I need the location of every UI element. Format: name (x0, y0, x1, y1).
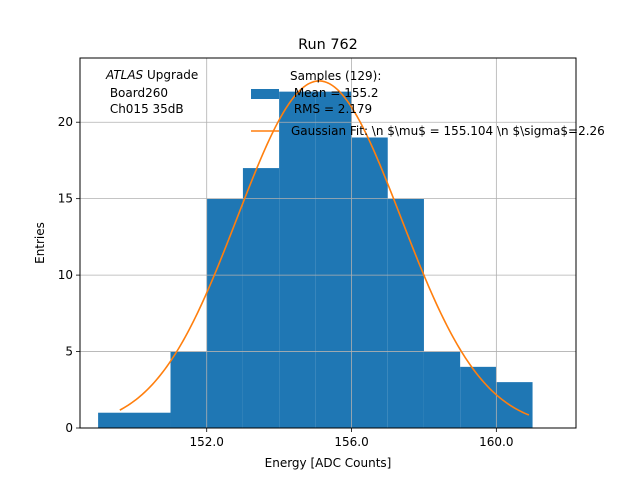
histogram-bar (206, 198, 243, 428)
y-tick-label: 10 (58, 268, 73, 282)
x-tick-label: 152.0 (190, 435, 224, 449)
x-axis-label: Energy [ADC Counts] (265, 456, 392, 470)
histogram-bar (315, 91, 352, 429)
histogram-bar (387, 198, 424, 428)
histogram-bar (279, 91, 316, 429)
histogram-bar (496, 382, 533, 428)
histogram-bar (242, 168, 280, 428)
x-tick-label: 160.0 (479, 435, 513, 449)
y-tick-label: 20 (58, 115, 73, 129)
histogram-bar (423, 351, 461, 428)
histogram-bar (170, 351, 207, 428)
atlas-annotation-line-1: ATLAS Upgrade (105, 68, 198, 82)
x-tick-label: 156.0 (334, 435, 368, 449)
upgrade-label: Upgrade (143, 68, 198, 82)
legend-samples-swatch (251, 89, 279, 99)
chart-title: Run 762 (298, 37, 358, 53)
legend-fit-label: Gaussian Fit: \n $\mu$ = 155.104 \n $\si… (291, 124, 605, 138)
legend-samples-title: Samples (129): (290, 69, 381, 83)
y-tick-label: 0 (65, 421, 73, 435)
y-tick-label: 15 (58, 192, 73, 206)
atlas-label: ATLAS (105, 68, 144, 82)
legend: Samples (129): Mean = 155.2 RMS = 2.179 … (251, 69, 605, 138)
board-label: Board260 (106, 86, 168, 100)
gaussian-fit-line (119, 80, 530, 416)
axes-frame (79, 57, 577, 429)
y-axis-ticks: 0 5 10 15 20 (58, 115, 80, 435)
channel-label: Ch015 35dB (106, 102, 184, 116)
histogram-bar (460, 366, 497, 428)
x-axis-ticks: 152.0 156.0 160.0 (190, 428, 514, 449)
y-axis-label: Entries (33, 222, 47, 264)
histogram-bar (98, 412, 171, 428)
histogram-bar (351, 137, 388, 428)
legend-samples-rms: RMS = 2.179 (290, 102, 372, 116)
histogram-bars (98, 91, 533, 429)
legend-samples-mean: Mean = 155.2 (290, 86, 379, 100)
y-tick-label: 5 (65, 345, 73, 359)
